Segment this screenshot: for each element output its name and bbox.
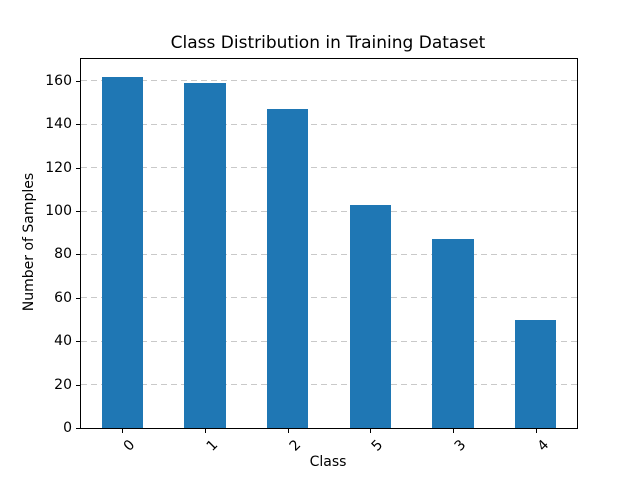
y-gridline <box>81 384 577 386</box>
x-tick-label: 1 <box>203 437 222 455</box>
y-tick-mark <box>76 167 80 169</box>
y-gridline <box>81 297 577 299</box>
bar-class-4 <box>515 319 557 428</box>
y-tick-label: 60 <box>54 289 72 306</box>
y-tick-mark <box>76 124 80 126</box>
bar-class-1 <box>184 83 226 428</box>
x-tick-label: 3 <box>451 437 470 455</box>
y-gridline <box>81 80 577 82</box>
x-tick-label: 0 <box>121 437 139 455</box>
y-tick-label: 0 <box>63 420 72 436</box>
x-tick-label: 2 <box>286 437 304 455</box>
x-tick-mark <box>287 429 289 433</box>
y-tick-mark <box>76 297 80 299</box>
bar-class-3 <box>432 239 474 428</box>
y-tick-mark <box>76 341 80 343</box>
x-tick-mark <box>370 429 372 433</box>
x-tick-label: 4 <box>534 437 552 455</box>
y-gridline <box>81 340 577 342</box>
bar-class-0 <box>101 76 143 428</box>
plot-area: 0 20 40 60 80 100 120 140 160 0 1 2 5 3 4 <box>45 58 578 455</box>
y-gridline <box>81 123 577 125</box>
y-tick-label: 140 <box>45 116 72 133</box>
x-tick-mark <box>205 429 206 433</box>
y-tick-label: 40 <box>54 333 72 350</box>
y-gridline <box>81 167 577 169</box>
y-gridline <box>81 210 577 212</box>
y-tick-mark <box>76 211 80 213</box>
y-tick-mark <box>76 80 80 82</box>
y-gridline <box>81 253 577 255</box>
y-tick-mark <box>76 254 80 256</box>
y-tick-label: 20 <box>54 376 72 393</box>
bar-class-5 <box>349 204 391 428</box>
x-axis-label: Class <box>309 454 347 470</box>
x-tick-mark <box>453 429 454 433</box>
x-tick-label: 5 <box>369 437 387 455</box>
chart-title: Class Distribution in Training Dataset <box>170 33 486 53</box>
y-tick-label: 80 <box>54 246 72 263</box>
y-tick-mark <box>76 384 80 386</box>
x-tick-mark <box>122 429 124 433</box>
x-tick-mark <box>535 429 537 433</box>
y-tick-label: 160 <box>45 72 72 89</box>
y-tick-label: 120 <box>45 159 72 176</box>
bar-class-2 <box>267 109 309 428</box>
y-tick-mark <box>76 428 80 429</box>
y-axis-label: Number of Samples <box>21 172 37 312</box>
y-tick-label: 100 <box>45 203 72 220</box>
